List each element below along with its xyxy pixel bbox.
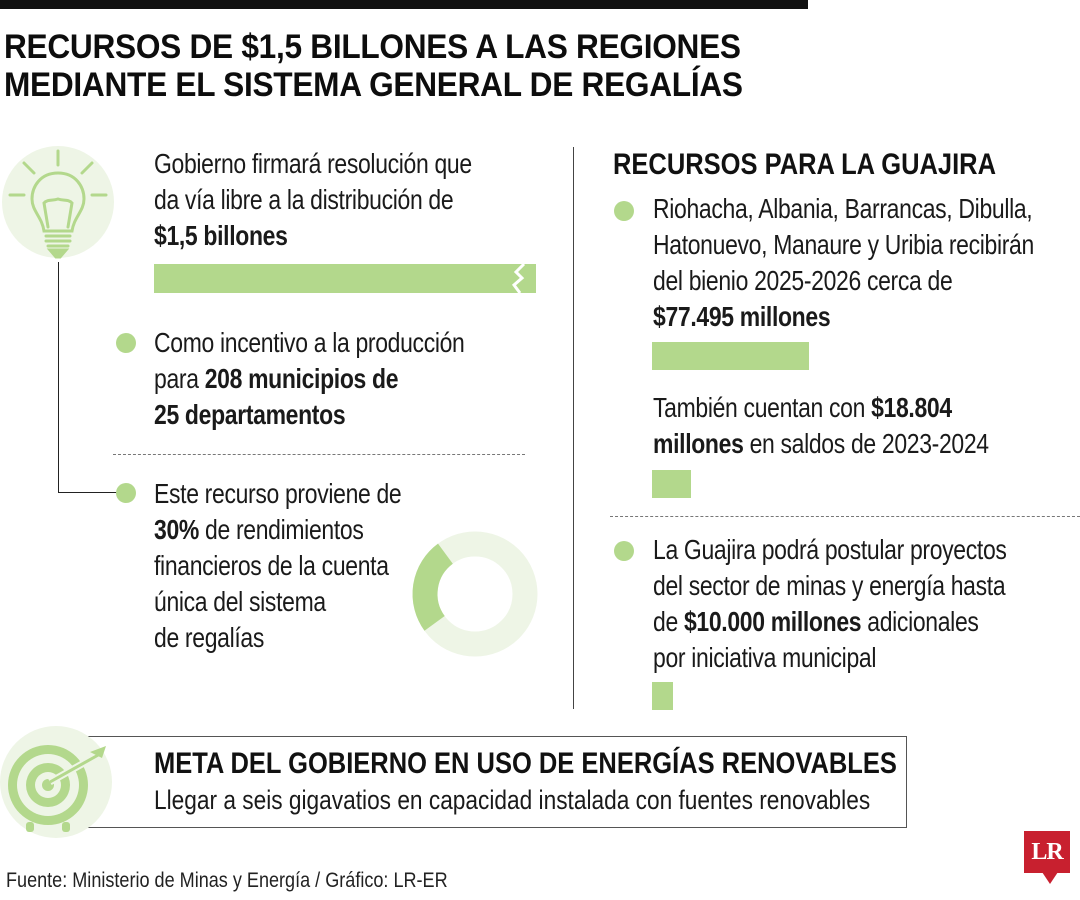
highlight-amount: $1,5 billones bbox=[154, 220, 288, 251]
connector-horizontal bbox=[58, 492, 118, 493]
divider-dashed bbox=[610, 516, 1080, 517]
divider-dashed bbox=[113, 454, 525, 455]
left-item-1: Gobierno firmará resolución que da vía l… bbox=[154, 146, 472, 254]
top-rule bbox=[0, 0, 808, 9]
text-span: en saldos de 2023-2024 bbox=[743, 428, 989, 459]
highlight-amount: $18.804 bbox=[871, 392, 952, 423]
highlight-amount: $10.000 millones bbox=[683, 606, 862, 637]
text-line: Hatonuevo, Manaure y Uribia recibirán bbox=[653, 229, 1034, 260]
text-line: La Guajira podrá postular proyectos bbox=[653, 534, 1007, 565]
goal-subtitle: Llegar a seis gigavatios en capacidad in… bbox=[154, 785, 871, 815]
lightbulb-icon bbox=[2, 146, 114, 259]
title-line-2: MEDIANTE EL SISTEMA GENERAL DE REGALÍAS bbox=[4, 66, 743, 104]
highlight-text: 208 municipios de bbox=[204, 363, 399, 394]
text-line: de regalías bbox=[154, 622, 264, 653]
highlight-text: millones bbox=[653, 428, 744, 459]
left-item-2: Como incentivo a la producción para 208 … bbox=[154, 325, 465, 433]
highlight-text: 25 departamentos bbox=[154, 399, 346, 430]
text-span: para bbox=[154, 363, 205, 394]
left-item-3: Este recurso proviene de 30% de rendimie… bbox=[154, 476, 402, 656]
target-icon bbox=[0, 726, 112, 838]
page-title: RECURSOS DE $1,5 BILLONES A LAS REGIONES… bbox=[4, 28, 767, 104]
donut-chart-30-percent bbox=[412, 531, 538, 657]
text-line: da vía libre a la distribución de bbox=[154, 184, 454, 215]
text-line: del bienio 2025-2026 cerca de bbox=[653, 265, 953, 296]
text-line: única del sistema bbox=[154, 586, 326, 617]
text-line: por iniciativa municipal bbox=[653, 642, 877, 673]
highlight-amount: $77.495 millones bbox=[653, 301, 831, 332]
bullet-icon bbox=[614, 541, 634, 561]
right-item-2: También cuentan con $18.804 millones en … bbox=[653, 390, 989, 462]
lr-logo: LR bbox=[1024, 831, 1070, 873]
bar-77495-millones bbox=[652, 342, 809, 370]
goal-title: META DEL GOBIERNO EN USO DE ENERGÍAS REN… bbox=[154, 747, 897, 780]
section-title-guajira: RECURSOS PARA LA GUAJIRA bbox=[613, 148, 997, 181]
goal-box bbox=[65, 736, 907, 828]
column-divider bbox=[573, 147, 574, 709]
bullet-icon bbox=[614, 201, 634, 221]
text-line: Como incentivo a la producción bbox=[154, 327, 465, 358]
bullet-icon bbox=[116, 333, 136, 353]
connector-vertical bbox=[58, 262, 59, 492]
text-line: financieros de la cuenta bbox=[154, 550, 389, 581]
text-line: Gobierno firmará resolución que bbox=[154, 148, 472, 179]
bar-10000-millones bbox=[652, 682, 673, 710]
text-line: Riohacha, Albania, Barrancas, Dibulla, bbox=[653, 193, 1033, 224]
highlight-percent: 30% bbox=[154, 514, 199, 545]
right-item-3: La Guajira podrá postular proyectos del … bbox=[653, 532, 1007, 676]
source-credit: Fuente: Ministerio de Minas y Energía / … bbox=[6, 869, 448, 892]
text-line: del sector de minas y energía hasta bbox=[653, 570, 1006, 601]
title-line-1: RECURSOS DE $1,5 BILLONES A LAS REGIONES bbox=[4, 28, 741, 66]
bullet-icon bbox=[116, 483, 136, 503]
bar-18804-millones bbox=[652, 470, 691, 498]
text-span: de rendimientos bbox=[198, 514, 364, 545]
bar-1-5-billones bbox=[154, 264, 536, 293]
text-line: Este recurso proviene de bbox=[154, 478, 402, 509]
right-item-1: Riohacha, Albania, Barrancas, Dibulla, H… bbox=[653, 191, 1034, 335]
text-span: adicionales bbox=[861, 606, 979, 637]
lr-logo-tail bbox=[1042, 872, 1058, 884]
text-span: También cuentan con bbox=[653, 392, 872, 423]
text-span: de bbox=[653, 606, 684, 637]
